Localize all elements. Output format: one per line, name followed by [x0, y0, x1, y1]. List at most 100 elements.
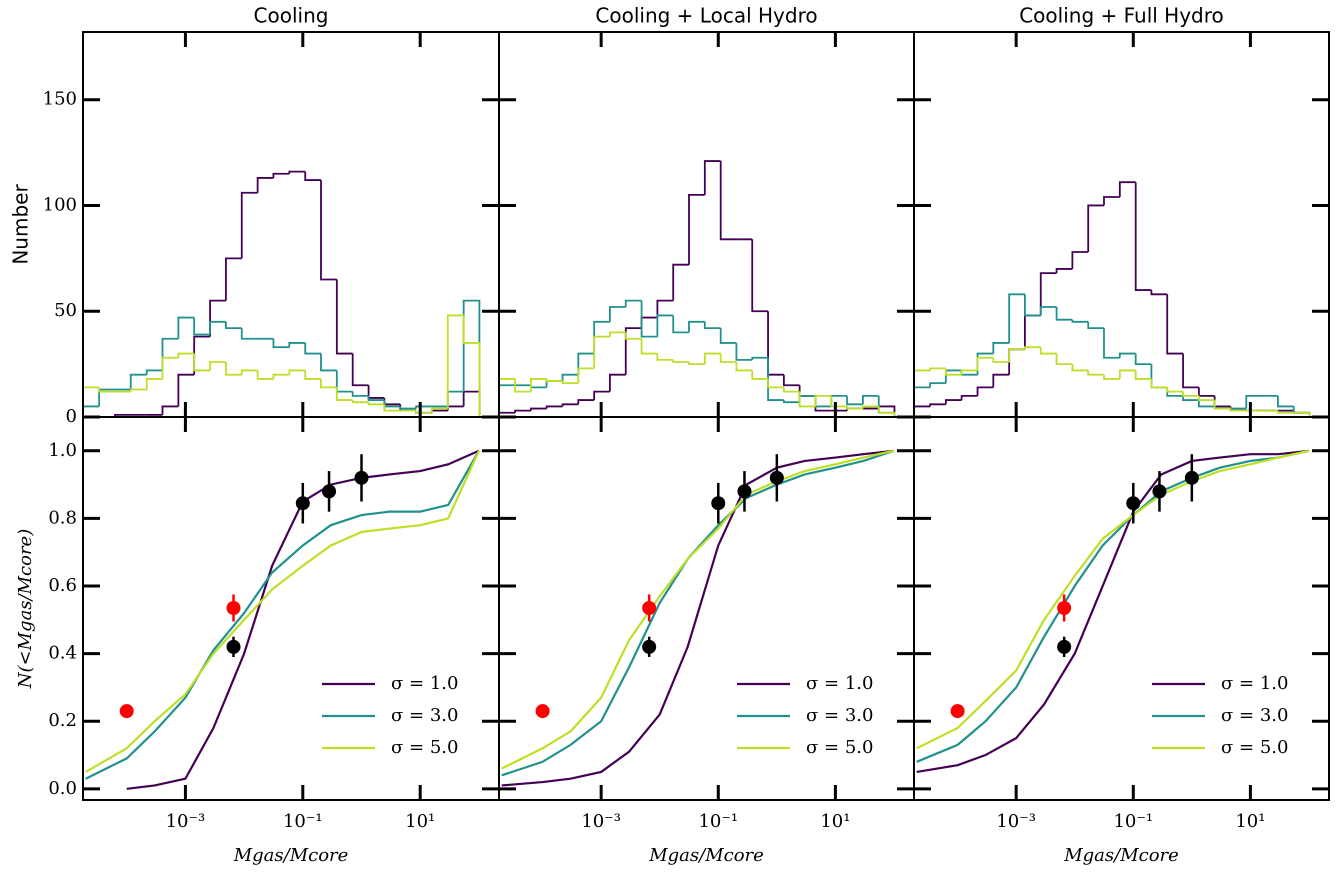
histogram-step [161, 337, 179, 371]
histogram-step [1087, 321, 1104, 330]
histogram-step [830, 395, 848, 408]
panel-title: Cooling [254, 4, 329, 28]
histogram-step [1103, 196, 1120, 206]
x-axis-label: Mgas/Mcore [648, 845, 764, 866]
histogram-step [240, 369, 258, 375]
histogram-step [782, 400, 800, 404]
panel-frame [913, 416, 1330, 801]
histogram-step [225, 257, 242, 301]
histogram-step [561, 381, 579, 385]
histogram-step [446, 405, 464, 411]
legend-label: σ = 3.0 [1221, 705, 1288, 726]
cdf-line [501, 449, 895, 787]
histogram-step [1055, 268, 1073, 274]
histogram-step [767, 357, 784, 401]
histogram-step [656, 314, 674, 337]
data-point [950, 704, 965, 719]
histogram-step [209, 299, 226, 337]
histogram-step [1103, 328, 1120, 359]
histogram-step [1118, 369, 1136, 379]
histogram-step [383, 397, 401, 406]
histogram-step [529, 407, 547, 411]
y-tick-label: 0.6 [48, 575, 77, 596]
data-point [1152, 484, 1167, 499]
histogram-step [415, 410, 432, 414]
legend-label: σ = 5.0 [391, 737, 458, 758]
histogram-step [672, 263, 689, 301]
histogram-step [798, 394, 816, 403]
histogram-step [1245, 394, 1263, 409]
histogram-step [767, 378, 784, 389]
data-point [535, 704, 550, 719]
histogram-step [529, 385, 547, 389]
data-point [295, 496, 310, 511]
histogram-step [256, 177, 274, 193]
data-point [642, 600, 657, 615]
histogram-step [944, 368, 962, 376]
histogram-step [1071, 364, 1089, 372]
histogram-step [225, 362, 242, 376]
histogram-step [320, 378, 337, 389]
histogram-step [798, 385, 816, 397]
y-tick-label: 0.0 [48, 778, 77, 799]
histogram-step [304, 342, 321, 355]
data-point [226, 639, 241, 654]
histogram-step [514, 409, 531, 413]
histogram-step [751, 239, 769, 313]
histogram-step [672, 315, 689, 334]
legend-label: σ = 5.0 [806, 737, 873, 758]
histogram-step [1182, 353, 1199, 389]
x-tick-label: 10⁻¹ [283, 811, 323, 832]
cdf-line [916, 449, 1310, 774]
y-tick-label: 1.0 [48, 440, 77, 461]
cdf-line [501, 449, 895, 770]
histogram-step [514, 378, 531, 393]
histogram-step [351, 391, 369, 397]
histogram-step [640, 338, 658, 355]
histogram-step [209, 320, 226, 335]
histogram-step [1292, 406, 1311, 417]
histogram-step [1118, 352, 1136, 358]
histogram-step [145, 369, 163, 375]
histogram-step [545, 380, 563, 388]
histogram-step [430, 409, 448, 413]
histogram-step [992, 373, 1010, 388]
histogram-step [256, 370, 274, 380]
histogram-step [1198, 400, 1215, 408]
histogram-step [335, 387, 353, 401]
x-tick-label: 10¹ [820, 811, 850, 832]
x-tick-label: 10¹ [405, 811, 435, 832]
histogram-step [1008, 348, 1025, 362]
histogram-step [1039, 272, 1057, 316]
histogram-step [656, 353, 674, 361]
histogram-step [640, 300, 658, 338]
histogram-step [335, 279, 353, 355]
histogram-step [1008, 293, 1025, 343]
histogram-step [1008, 348, 1025, 375]
panel-frame [82, 31, 500, 418]
histogram-step [272, 338, 290, 349]
histogram-step [1182, 391, 1199, 397]
histogram-step [351, 400, 369, 404]
histogram-step [288, 342, 306, 348]
histogram-step [367, 395, 385, 401]
histogram-step [320, 180, 337, 281]
histogram-step [1198, 395, 1215, 401]
legend-label: σ = 3.0 [806, 705, 873, 726]
histogram-step [225, 321, 242, 330]
x-axis-label: Mgas/Mcore [233, 845, 349, 866]
histogram-step [846, 406, 863, 410]
data-point [119, 704, 134, 719]
histogram-step [1055, 353, 1073, 366]
histogram-step [1293, 411, 1311, 417]
data-point [322, 484, 337, 499]
panel-title: Cooling + Full Hydro [1019, 4, 1224, 28]
histogram-step [798, 391, 816, 408]
histogram-step [367, 385, 385, 399]
histogram-step [1150, 378, 1168, 389]
histogram-step [944, 399, 962, 405]
histogram-step [814, 395, 832, 412]
histogram-step [624, 332, 642, 340]
histogram-step [1134, 353, 1152, 366]
histogram-step [593, 335, 610, 369]
